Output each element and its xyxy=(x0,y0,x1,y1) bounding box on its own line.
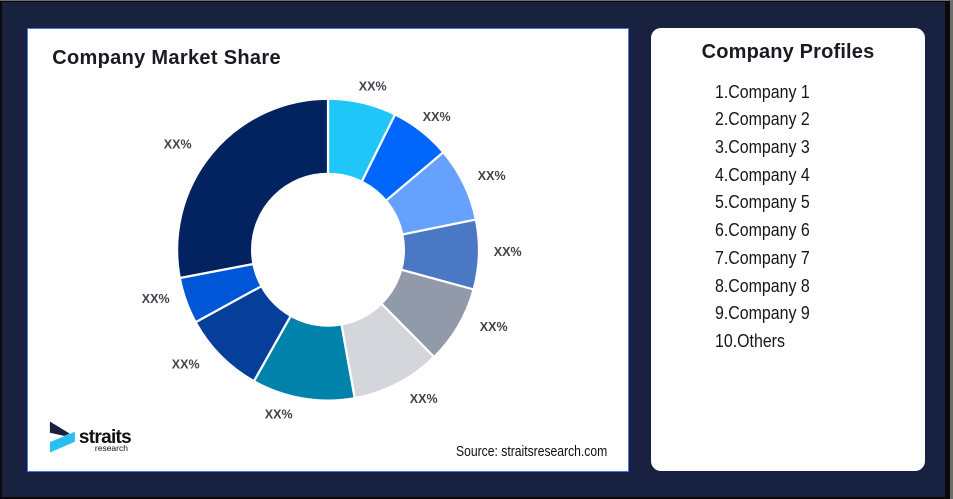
svg-text:XX%: XX% xyxy=(478,169,506,183)
svg-text:XX%: XX% xyxy=(164,138,192,152)
svg-text:XX%: XX% xyxy=(480,320,508,334)
svg-text:XX%: XX% xyxy=(265,408,293,422)
svg-text:XX%: XX% xyxy=(423,110,451,124)
svg-text:research: research xyxy=(95,443,128,453)
svg-text:XX%: XX% xyxy=(172,358,200,372)
svg-text:straits: straits xyxy=(79,427,131,448)
svg-text:XX%: XX% xyxy=(410,392,438,406)
svg-text:XX%: XX% xyxy=(494,245,522,259)
svg-text:XX%: XX% xyxy=(142,292,170,306)
svg-text:XX%: XX% xyxy=(359,80,387,94)
